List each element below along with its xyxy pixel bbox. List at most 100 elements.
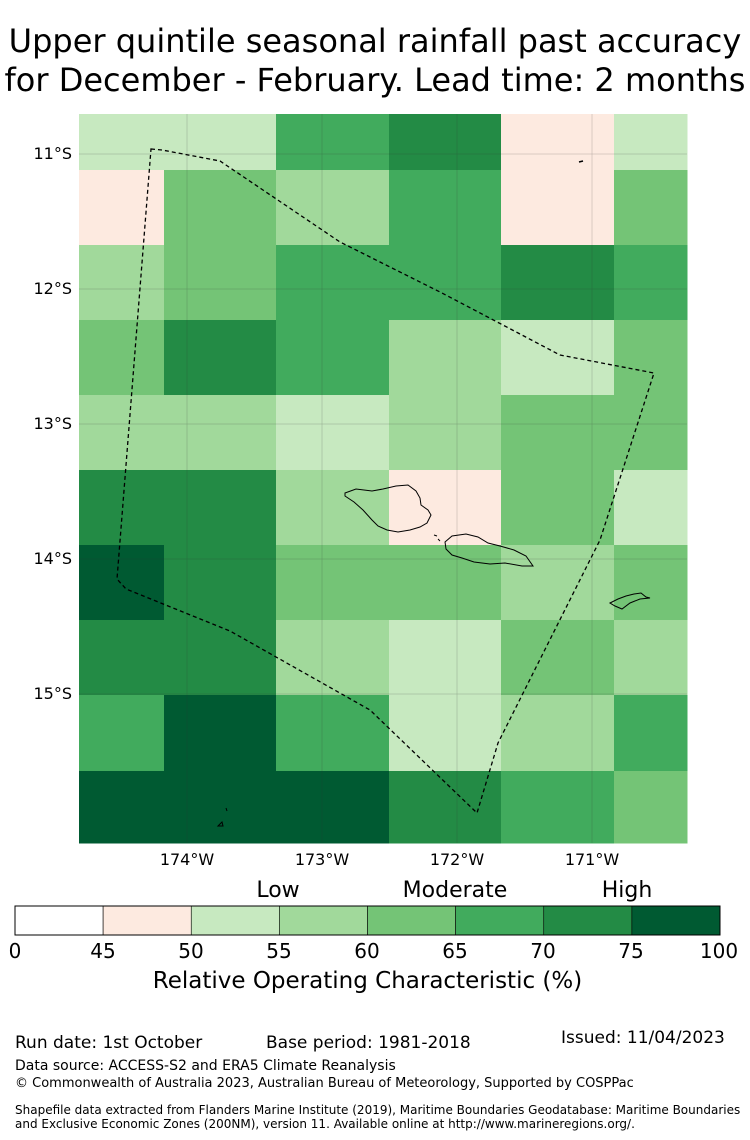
map-cell	[79, 695, 165, 772]
map-cell	[389, 470, 502, 546]
map-cell	[501, 620, 615, 696]
map-cell	[276, 695, 390, 772]
map-cell	[276, 470, 390, 546]
colorbar-segment	[279, 905, 368, 936]
eez-boundary	[116, 148, 655, 815]
small-islet	[437, 538, 441, 542]
map-cell	[79, 545, 165, 621]
shapefile-credit-line1: Shapefile data extracted from Flanders M…	[15, 1103, 741, 1117]
colorbar-segment	[631, 905, 721, 936]
map-cell	[389, 320, 502, 396]
map-cell	[164, 395, 277, 471]
map-cell	[164, 695, 277, 772]
map-cell	[389, 245, 502, 321]
category-low: Low	[256, 878, 300, 903]
southern-islet	[225, 807, 228, 812]
map-cell	[79, 114, 165, 171]
colorbar-frame	[14, 905, 721, 936]
map-cell	[501, 695, 615, 772]
map-cell	[164, 245, 277, 321]
map-cell	[164, 114, 277, 171]
map-cell	[614, 545, 688, 621]
lon-label-174w: 174°W	[159, 850, 215, 869]
base-period: Base period: 1981-2018	[266, 1033, 471, 1053]
savaii-island	[344, 484, 432, 533]
small-islet	[433, 534, 438, 537]
lon-label-171w: 171°W	[564, 850, 620, 869]
map-cell	[79, 771, 165, 844]
colorbar-tick: 75	[618, 939, 644, 963]
map-cell	[389, 114, 502, 171]
map-cell	[79, 470, 165, 546]
lat-label-15s: 15°S	[33, 684, 72, 703]
lon-label-173w: 173°W	[294, 850, 350, 869]
map-cell	[614, 395, 688, 471]
map-cell	[276, 114, 390, 171]
map-cell	[164, 620, 277, 696]
map-cell	[164, 545, 277, 621]
map-cell	[614, 470, 688, 546]
colorbar-segment	[367, 905, 456, 936]
map-cell	[276, 545, 390, 621]
map-cell	[164, 320, 277, 396]
lat-label-12s: 12°S	[33, 279, 72, 298]
colorbar-title: Relative Operating Characteristic (%)	[152, 968, 583, 994]
southern-islet	[216, 821, 224, 827]
map-cell	[614, 114, 688, 171]
colorbar-tick: 50	[178, 939, 204, 963]
map-cell	[276, 395, 390, 471]
map-cell	[164, 470, 277, 546]
map-cell	[276, 320, 390, 396]
map-cell	[164, 170, 277, 246]
map-cell	[79, 395, 165, 471]
data-source: Data source: ACCESS-S2 and ERA5 Climate …	[15, 1058, 396, 1074]
colorbar-segment	[102, 905, 192, 936]
map-cell	[276, 771, 390, 844]
map-cell	[79, 320, 165, 396]
map-cell	[501, 470, 615, 546]
colorbar-tick: 60	[354, 939, 380, 963]
map-cell	[276, 245, 390, 321]
map-cell	[389, 395, 502, 471]
map-cell	[614, 170, 688, 246]
map-cell	[389, 545, 502, 621]
map-cell	[614, 695, 688, 772]
map-cell	[501, 320, 615, 396]
colorbar-tick: 65	[442, 939, 468, 963]
map-cell	[501, 545, 615, 621]
lat-label-11s: 11°S	[33, 144, 72, 163]
colorbar	[14, 905, 721, 936]
colorbar-tick: 0	[8, 939, 22, 963]
map-title-line2: for December - February. Lead time: 2 mo…	[4, 61, 746, 99]
map-cell	[501, 245, 615, 321]
swains-islet	[578, 160, 584, 163]
run-date: Run date: 1st October	[15, 1033, 203, 1053]
map-cell	[501, 395, 615, 471]
map-cell	[501, 771, 615, 844]
copyright: © Commonwealth of Australia 2023, Austra…	[15, 1076, 634, 1091]
map-cell	[389, 170, 502, 246]
shapefile-credit-line2: and Exclusive Economic Zones (200NM), ve…	[15, 1117, 635, 1131]
map-cell	[501, 170, 615, 246]
map-title-line1: Upper quintile seasonal rainfall past ac…	[8, 22, 742, 60]
map-cell	[614, 620, 688, 696]
map-cell	[389, 771, 502, 844]
map-cell	[389, 620, 502, 696]
colorbar-tick: 45	[90, 939, 116, 963]
lat-label-14s: 14°S	[33, 549, 72, 568]
issued-date: Issued: 11/04/2023	[561, 1028, 725, 1048]
upolu-island	[444, 533, 534, 567]
colorbar-segment	[455, 905, 545, 936]
category-high: High	[601, 878, 653, 903]
map-cell	[164, 771, 277, 844]
map-cell	[79, 620, 165, 696]
map-cell	[79, 170, 165, 246]
map-cell	[614, 245, 688, 321]
colorbar-tick: 100	[699, 939, 739, 963]
map-cell	[276, 620, 390, 696]
lon-label-172w: 172°W	[429, 850, 485, 869]
map-cell	[276, 170, 390, 246]
lat-label-13s: 13°S	[33, 414, 72, 433]
map-cell	[614, 771, 688, 844]
